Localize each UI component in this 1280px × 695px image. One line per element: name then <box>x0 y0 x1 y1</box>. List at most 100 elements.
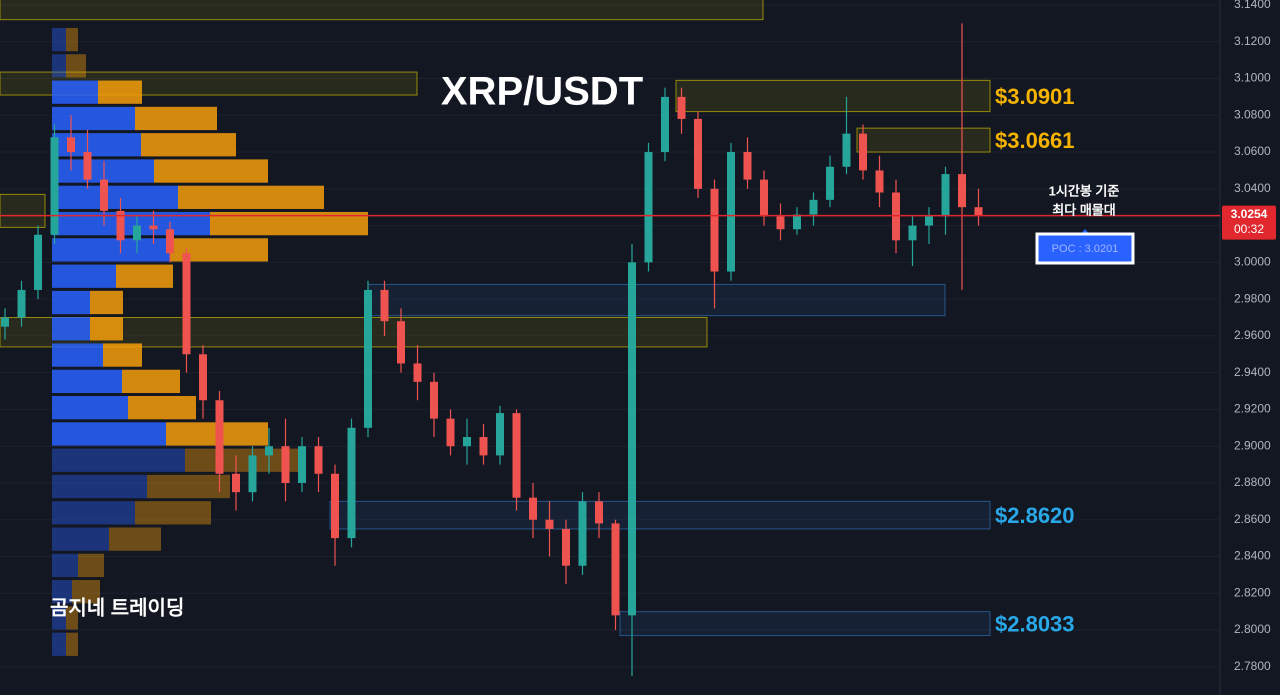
candle-body <box>760 179 768 217</box>
candle-body <box>116 210 125 241</box>
y-tick-label: 2.8200 <box>1234 585 1271 599</box>
profile-sell <box>103 343 142 367</box>
profile-sell <box>210 211 368 236</box>
profile-sell <box>147 474 230 499</box>
candle-body <box>941 174 950 217</box>
candle-body <box>166 229 174 254</box>
profile-buy <box>52 54 66 78</box>
candle-body <box>496 413 504 456</box>
candle-body <box>809 199 818 215</box>
candle-body <box>265 446 273 456</box>
candle-body <box>545 519 554 529</box>
candle-body <box>463 437 471 447</box>
y-tick-label: 2.9200 <box>1234 402 1271 416</box>
y-tick-label: 3.1200 <box>1234 34 1271 48</box>
candle-body <box>199 354 207 401</box>
profile-buy <box>52 369 122 394</box>
profile-sell <box>141 133 236 157</box>
candle-body <box>182 253 191 355</box>
profile-sell <box>72 580 100 604</box>
candle-body <box>67 137 75 153</box>
candle-body <box>611 523 620 616</box>
candle-body <box>859 133 867 171</box>
candle-body <box>347 427 356 539</box>
candle-body <box>826 166 834 200</box>
profile-sell <box>178 185 324 209</box>
candle-body <box>925 216 933 226</box>
candle-body <box>50 137 59 235</box>
y-tick-label: 2.9000 <box>1234 438 1271 452</box>
profile-sell <box>90 290 123 315</box>
zone-label: $2.8033 <box>995 611 1075 636</box>
candle-body <box>974 207 983 216</box>
candle-body <box>578 501 587 566</box>
profile-buy <box>52 474 147 499</box>
zone-label: $3.0661 <box>995 128 1075 153</box>
profile-sell <box>66 54 86 78</box>
y-tick-label: 2.9600 <box>1234 328 1271 342</box>
candle-body <box>298 446 306 483</box>
y-tick-label: 2.7800 <box>1234 659 1271 673</box>
profile-buy <box>52 106 135 131</box>
profile-buy <box>52 343 103 367</box>
y-tick-label: 2.9800 <box>1234 291 1271 305</box>
candle-body <box>248 455 257 493</box>
profile-buy <box>52 27 66 52</box>
profile-buy <box>52 133 141 157</box>
profile-buy <box>52 238 170 262</box>
profile-sell <box>66 27 78 52</box>
candle-body <box>958 174 966 208</box>
y-tick-label: 3.0800 <box>1234 107 1271 121</box>
candle-body <box>842 133 851 167</box>
y-tick-label: 2.8000 <box>1234 622 1271 636</box>
profile-buy <box>52 80 98 104</box>
countdown: 00:32 <box>1234 222 1264 236</box>
candle-body <box>710 188 719 272</box>
y-tick-label: 2.8800 <box>1234 475 1271 489</box>
profile-sell <box>128 396 196 420</box>
profile-buy <box>52 553 78 578</box>
candle-body <box>17 289 26 318</box>
last-price-label: 3.0254 <box>1231 207 1268 221</box>
y-tick-label: 3.0000 <box>1234 255 1271 269</box>
profile-buy <box>52 422 166 446</box>
candle-body <box>430 381 438 419</box>
candle-body <box>34 234 42 290</box>
candle-body <box>446 418 455 447</box>
poc-box <box>1035 232 1135 265</box>
candle-body <box>512 413 521 498</box>
zone-label: $2.8620 <box>995 503 1075 528</box>
zone <box>856 127 991 153</box>
candle-body <box>364 289 372 428</box>
candle-body <box>397 321 405 364</box>
profile-buy <box>52 580 72 604</box>
y-tick-label: 2.9400 <box>1234 365 1271 379</box>
profile-sell <box>135 501 211 525</box>
profile-buy <box>52 448 185 472</box>
y-tick-label: 3.0400 <box>1234 181 1271 195</box>
candle-body <box>479 437 488 456</box>
zone <box>0 193 46 228</box>
profile-buy <box>52 185 178 209</box>
annotation: 1시간봉 기준 <box>1049 183 1120 198</box>
zone <box>619 611 991 637</box>
candle-body <box>281 446 290 483</box>
profile-sell <box>98 80 142 104</box>
profile-buy <box>52 501 135 525</box>
profile-buy <box>52 632 66 656</box>
candle-body <box>562 528 570 566</box>
candle-body <box>727 152 735 272</box>
profile-sell <box>66 632 78 656</box>
candle-body <box>413 363 422 382</box>
candle-body <box>644 152 653 263</box>
zone <box>329 500 991 530</box>
candle-body <box>331 473 339 539</box>
watermark: 곰지네 트레이딩 <box>50 596 184 619</box>
profile-sell <box>109 527 161 551</box>
candle-body <box>743 152 752 180</box>
y-tick-label: 3.1000 <box>1234 71 1271 85</box>
candle-body <box>83 152 92 180</box>
profile-sell <box>185 448 303 472</box>
